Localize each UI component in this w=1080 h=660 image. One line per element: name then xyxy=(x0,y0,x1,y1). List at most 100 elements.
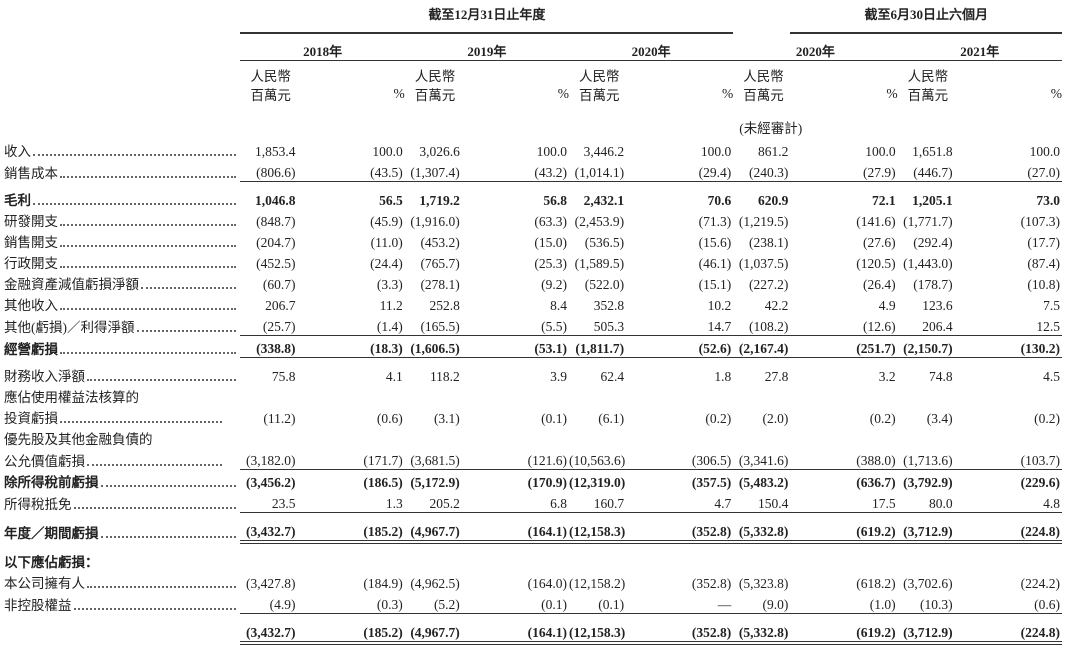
blank xyxy=(733,0,790,26)
amount-value: 620.9 xyxy=(758,193,789,208)
percent-value: (0.6) xyxy=(376,411,403,426)
percent-value: (352.8) xyxy=(626,620,734,645)
amount-value: (1,589.5) xyxy=(574,256,625,271)
dot-leader xyxy=(141,287,236,289)
row-label-cell: 其他收入 xyxy=(0,293,240,314)
percent-value: (53.1) xyxy=(461,335,569,358)
label-wrap: 行政開支 xyxy=(4,252,240,272)
percent-value: (10.8) xyxy=(1027,277,1060,292)
row-label: 除所得稅前虧損 xyxy=(4,475,99,490)
percent-value: (0.6) xyxy=(954,592,1062,614)
blank xyxy=(733,427,790,448)
amount-value: (9.0) xyxy=(733,592,791,614)
percent-value: (52.6) xyxy=(626,335,734,358)
amount-value: (3,792.9) xyxy=(903,475,953,490)
dot-leader xyxy=(60,266,236,268)
percent-value: (9.2) xyxy=(541,277,567,292)
amount-value: (12,319.0) xyxy=(569,475,626,490)
unit-label: 人民幣 百萬元 xyxy=(898,61,955,116)
blank xyxy=(790,427,897,448)
percent-value: (170.9) xyxy=(527,475,567,490)
amount-value: (178.7) xyxy=(913,277,953,292)
blank xyxy=(0,61,240,116)
blank xyxy=(569,542,626,550)
amount-value: (12,158.3) xyxy=(569,519,627,544)
amount-value: (522.0) xyxy=(584,277,625,292)
table-row: 研發開支 (848.7) (45.9) (1,916.0) (63.3) (2,453.9… xyxy=(0,209,1062,230)
percent-value: (87.4) xyxy=(1027,256,1060,271)
amount-value: 505.3 xyxy=(569,314,627,336)
row-label: 以下應佔虧損： xyxy=(4,555,99,570)
percent-value: 56.5 xyxy=(379,193,403,208)
amount-value: (292.4) xyxy=(913,235,953,250)
amount-value: (4.9) xyxy=(240,592,298,614)
amount-value: (2,150.7) xyxy=(897,335,955,358)
percent-value: (25.3) xyxy=(534,256,567,271)
percent-value: 70.6 xyxy=(707,193,732,208)
percent-value: 1.3 xyxy=(297,491,405,513)
percent-value: 100.0 xyxy=(536,144,567,159)
percent-value: (388.0) xyxy=(790,448,898,470)
table-row: 其他收入 206.7 11.2 252.8 8.4 352.8 10.2 42.2 4.9 123… xyxy=(0,293,1062,314)
percent-value: 7.5 xyxy=(1043,298,1060,313)
percent-value: (306.5) xyxy=(626,448,734,470)
amount-value: 1,651.8 xyxy=(912,144,953,159)
blank xyxy=(955,385,1062,406)
row-label-cell: 研發開支 xyxy=(0,209,240,230)
percent-value: (0.3) xyxy=(297,592,405,614)
amount-value: (5,332.8) xyxy=(733,620,791,645)
blank xyxy=(298,542,405,550)
amount-value: (10,563.6) xyxy=(569,448,627,470)
row-label: 其他(虧損)／利得淨額 xyxy=(4,319,135,335)
amount-value: (3,712.9) xyxy=(897,620,955,645)
label-wrap: 應佔使用權益法核算的 xyxy=(4,386,240,406)
blank xyxy=(462,542,569,550)
percent-value: (0.2) xyxy=(1034,411,1060,426)
amount-value: (108.2) xyxy=(733,314,791,336)
amount-value: (452.5) xyxy=(256,256,296,271)
amount-value: 118.2 xyxy=(429,369,460,384)
percent-value: (619.2) xyxy=(790,620,898,645)
amount-value: 123.6 xyxy=(922,298,953,313)
table-row: 投資虧損 (11.2) (0.6) (3.1) (0.1) (6.1) (0.2) (2.0)… xyxy=(0,406,1062,427)
blank xyxy=(405,385,462,406)
table-row: 所得稅抵免 23.5 1.3 205.2 6.8 160.7 4.7 150.4 17.5 80.… xyxy=(0,491,1062,513)
percent-value: (71.3) xyxy=(698,214,732,229)
table-row: 以下應佔虧損： xyxy=(0,550,1062,571)
blank xyxy=(298,550,405,571)
label-wrap: 毛利 xyxy=(4,189,240,209)
amount-value: 3,026.6 xyxy=(419,144,460,159)
label-wrap: 財務收入淨額 xyxy=(4,365,240,385)
amount-value: (3,456.2) xyxy=(246,475,296,490)
amount-value: (3,427.8) xyxy=(246,576,296,591)
amount-value: (60.7) xyxy=(262,277,296,292)
row-label-cell: 財務收入淨額 xyxy=(0,364,240,385)
label-wrap: 以下應佔虧損： xyxy=(4,551,240,571)
row-label-cell: 經營虧損 xyxy=(0,336,240,358)
percent-value: (43.2) xyxy=(461,160,569,182)
amount-value: (1,771.7) xyxy=(903,214,953,229)
percent-label: % xyxy=(722,86,734,101)
amount-value: (238.1) xyxy=(749,235,789,250)
unit-line: 人民幣 xyxy=(743,69,784,84)
percent-value: (0.2) xyxy=(869,411,896,426)
dot-leader xyxy=(60,421,222,423)
percent-value: (17.7) xyxy=(1027,235,1060,250)
unaudited-note: (未經審計) xyxy=(739,121,803,136)
amount-value: 352.8 xyxy=(593,298,625,313)
blank xyxy=(569,427,626,448)
label-wrap: 銷售成本 xyxy=(4,162,240,182)
percent-value: 4.5 xyxy=(1043,369,1060,384)
amount-value: (1,037.5) xyxy=(738,256,789,271)
group-rule xyxy=(790,26,1062,34)
percent-value: — xyxy=(626,592,734,614)
amount-value: (3,432.7) xyxy=(240,519,298,544)
amount-value: (204.7) xyxy=(256,235,296,250)
row-label: 優先股及其他金融負債的 xyxy=(4,432,153,447)
amount-value: (536.5) xyxy=(584,235,625,250)
percent-value: (618.2) xyxy=(856,576,896,591)
label-wrap: 年度／期間虧損 xyxy=(4,522,240,542)
row-label: 毛利 xyxy=(4,193,31,208)
row-label: 應佔使用權益法核算的 xyxy=(4,390,139,405)
